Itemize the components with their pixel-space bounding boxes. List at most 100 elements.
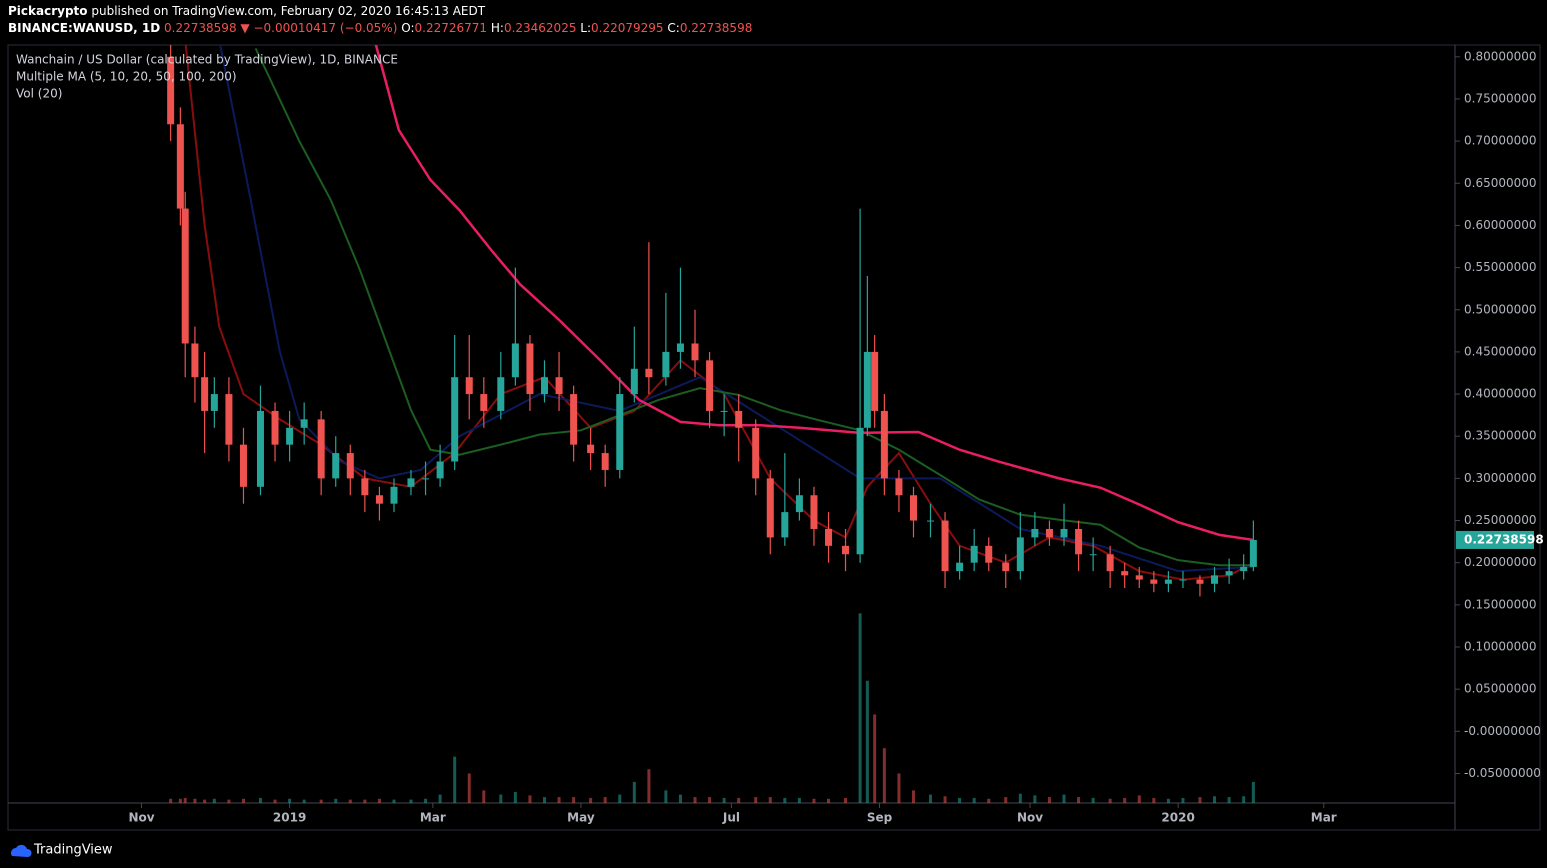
volume-bar	[1077, 797, 1081, 803]
volume-bar	[572, 797, 576, 803]
ohlc-value: 0.22726771	[414, 21, 488, 35]
candle-body	[842, 545, 850, 555]
candle-body	[1060, 528, 1068, 538]
ohlc-value: 0.22079295	[591, 21, 664, 35]
volume-bar	[1091, 797, 1095, 803]
moving-average	[184, 45, 1254, 581]
candle-body	[856, 427, 864, 555]
candle-body	[167, 56, 175, 125]
volume-bar	[987, 798, 991, 803]
volume-bar	[241, 798, 245, 803]
volume-bar	[943, 796, 947, 803]
volume-bar	[273, 799, 277, 803]
candle-body	[926, 520, 934, 522]
volume-bar	[1137, 795, 1141, 803]
volume-bar	[438, 794, 442, 803]
y-tick-label: 0.65000000	[1464, 176, 1537, 190]
ohlc-label: H:	[490, 21, 504, 35]
volume-bar	[693, 797, 697, 803]
y-tick-label: 0.75000000	[1464, 91, 1537, 105]
volume-bar	[647, 769, 651, 803]
publish-line: Pickacrypto published on TradingView.com…	[8, 4, 485, 18]
ohlc-label: C:	[667, 21, 680, 35]
publisher: Pickacrypto	[8, 4, 88, 18]
y-tick-label: -0.05000000	[1464, 766, 1541, 780]
candle-body	[880, 410, 888, 479]
volume-bar	[972, 797, 976, 803]
volume-bar	[1181, 797, 1185, 803]
candle-body	[970, 545, 978, 563]
volume-bar	[783, 797, 787, 803]
volume-bar	[392, 799, 396, 803]
candle-body	[1075, 528, 1083, 555]
volume-bar	[1018, 793, 1022, 803]
candle-body	[985, 545, 993, 563]
volume-bar	[1213, 796, 1217, 803]
moving-average	[219, 45, 1254, 573]
volume-bar	[1166, 798, 1170, 803]
candle-body	[1225, 571, 1233, 576]
volume-bar	[183, 797, 187, 803]
ohlc-label: O:	[401, 21, 415, 35]
candle-body	[1045, 528, 1053, 538]
volume-bar	[193, 798, 197, 803]
candle-body	[956, 562, 964, 572]
candle-body	[375, 495, 383, 504]
candle-body	[871, 351, 879, 411]
candle-body	[1211, 575, 1219, 584]
y-tick-label: 0.45000000	[1464, 344, 1537, 358]
candle-body	[662, 351, 670, 378]
volume-bar	[178, 798, 182, 803]
footer-brand: TradingView	[33, 843, 113, 858]
volume-bar	[377, 798, 381, 803]
candle-body	[191, 343, 199, 378]
ohlc-value: 0.23462025	[503, 21, 577, 35]
candle-body	[225, 394, 233, 445]
candle-body	[346, 453, 354, 479]
volume-bar	[557, 797, 561, 803]
candle-body	[691, 343, 699, 361]
volume-bar	[1242, 796, 1246, 803]
volume-bar	[203, 799, 207, 803]
candle-body	[706, 360, 714, 411]
last-price-tag	[1456, 530, 1534, 549]
x-tick-label: Mar	[420, 811, 446, 825]
volume-bar	[319, 799, 323, 803]
candle-body	[720, 410, 728, 412]
volume-bar	[928, 794, 932, 803]
volume-bar	[873, 714, 877, 803]
volume-bar	[812, 798, 816, 803]
volume-bar	[827, 798, 831, 803]
volume-bar	[1004, 797, 1008, 803]
candle-body	[239, 444, 247, 487]
y-tick-label: -0.00000000	[1464, 724, 1541, 738]
volume-bar	[678, 794, 682, 803]
legend-vol: Vol (20)	[16, 87, 62, 101]
candle-body	[436, 461, 444, 479]
candle-body	[480, 394, 488, 411]
y-tick-label: 0.05000000	[1464, 682, 1537, 696]
x-tick-label: 2020	[1161, 811, 1194, 825]
volume-bar	[618, 794, 622, 803]
volume-bar	[409, 799, 413, 803]
volume-bar	[768, 797, 772, 803]
x-tick-label: 2019	[273, 811, 306, 825]
candle-body	[286, 427, 294, 445]
volume-bar	[227, 799, 231, 803]
volume-bar	[169, 798, 173, 803]
y-tick-label: 0.30000000	[1464, 471, 1537, 485]
volume-bar	[513, 792, 517, 803]
candle-body	[526, 343, 534, 395]
volume-bar	[363, 799, 367, 803]
chart-frame	[7, 44, 1541, 831]
candle-body	[1002, 562, 1010, 572]
volume-bar	[528, 795, 532, 803]
volume-bar	[797, 797, 801, 803]
y-tick-label: 0.80000000	[1464, 49, 1537, 63]
y-tick-label: 0.60000000	[1464, 218, 1537, 232]
candle-body	[1150, 579, 1158, 584]
volume-bar	[334, 798, 338, 803]
candle-body	[1196, 579, 1204, 584]
candle-body	[752, 427, 760, 479]
